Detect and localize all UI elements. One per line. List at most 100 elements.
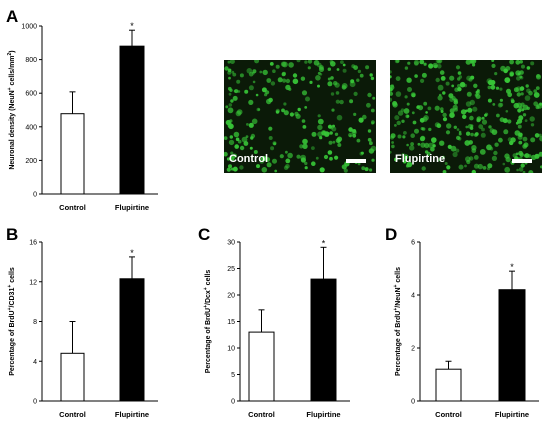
nucleus: [466, 75, 472, 81]
nucleus: [516, 168, 519, 172]
nucleus: [332, 124, 335, 128]
nucleus: [369, 168, 373, 172]
nucleus: [491, 129, 498, 135]
nucleus: [424, 150, 429, 154]
nucleus: [370, 76, 375, 81]
charts-layer: 02004006008001000Control*FlupirtineNeuro…: [7, 21, 539, 419]
nucleus: [476, 116, 482, 122]
panel-letter-a: A: [6, 7, 18, 26]
nucleus: [445, 81, 450, 86]
nucleus: [390, 70, 392, 74]
panel-letter-b: B: [6, 225, 18, 244]
nucleus: [239, 165, 244, 170]
nucleus: [457, 77, 461, 81]
nucleus: [335, 91, 340, 95]
nucleus: [319, 167, 325, 173]
nucleus: [442, 91, 446, 95]
nucleus: [480, 132, 486, 138]
nucleus: [524, 119, 528, 122]
nucleus: [454, 107, 458, 112]
nucleus: [442, 112, 447, 118]
nucleus: [248, 122, 254, 128]
nucleus: [315, 156, 319, 160]
nucleus: [473, 83, 478, 88]
nucleus: [517, 108, 522, 113]
bar-flupirtine: [498, 289, 526, 402]
nucleus: [319, 73, 323, 76]
nucleus: [428, 127, 432, 132]
nucleus: [475, 94, 481, 99]
nucleus: [487, 163, 493, 169]
nucleus: [510, 98, 514, 102]
nucleus: [229, 60, 235, 64]
x-tick-label: Flupirtine: [115, 203, 149, 212]
nucleus: [327, 77, 331, 81]
nucleus: [261, 87, 267, 93]
nucleus: [228, 139, 235, 146]
nucleus: [248, 85, 254, 91]
nucleus: [507, 92, 513, 98]
nucleus: [235, 110, 242, 117]
nucleus: [372, 96, 376, 100]
bar-control: [435, 368, 462, 402]
nucleus: [337, 143, 342, 147]
nucleus: [499, 98, 503, 102]
nucleus: [229, 135, 233, 139]
nucleus: [367, 137, 372, 142]
nucleus: [417, 105, 424, 111]
nucleus: [446, 123, 452, 129]
nucleus: [540, 165, 542, 169]
nucleus: [304, 161, 308, 166]
y-tick-label: 8: [33, 319, 37, 326]
nucleus: [447, 144, 452, 149]
x-tick-label: Control: [59, 410, 86, 419]
y-tick-label: 0: [33, 399, 37, 406]
y-tick-label: 30: [227, 240, 235, 247]
nucleus: [228, 103, 233, 107]
nucleus: [301, 90, 308, 96]
nucleus: [342, 68, 347, 73]
nucleus: [533, 92, 540, 98]
nucleus: [495, 86, 500, 90]
y-tick-label: 600: [25, 91, 37, 98]
x-tick-label: Control: [248, 410, 275, 419]
nucleus: [475, 90, 480, 95]
nucleus: [464, 164, 467, 168]
nucleus: [522, 144, 528, 149]
nucleus: [513, 102, 520, 109]
nucleus: [478, 124, 484, 129]
nucleus: [504, 77, 511, 83]
nucleus: [390, 75, 392, 79]
nucleus: [341, 164, 347, 170]
nucleus: [535, 86, 540, 90]
nucleus: [463, 83, 468, 88]
nucleus: [251, 118, 258, 125]
nucleus: [431, 137, 437, 143]
y-tick-label: 800: [25, 57, 37, 64]
nucleus: [462, 114, 467, 119]
nucleus: [277, 77, 283, 83]
nucleus: [403, 131, 407, 135]
nucleus: [518, 167, 524, 172]
nucleus: [301, 119, 306, 123]
nucleus: [270, 146, 275, 151]
nucleus: [232, 166, 238, 172]
nucleus: [460, 82, 465, 86]
y-tick-label: 1000: [21, 24, 37, 31]
nucleus: [518, 140, 523, 145]
nucleus: [427, 106, 432, 111]
panel-letter-d: D: [385, 225, 397, 244]
nucleus: [224, 66, 229, 71]
nucleus: [330, 76, 334, 80]
nucleus: [250, 155, 254, 159]
nucleus: [530, 123, 535, 127]
y-tick-label: 5: [231, 372, 235, 379]
nucleus: [437, 158, 441, 162]
panel-letter-c: C: [198, 225, 210, 244]
nucleus: [406, 143, 409, 147]
nucleus: [311, 161, 316, 166]
nucleus: [503, 129, 509, 135]
nucleus: [434, 122, 440, 128]
nucleus: [534, 133, 540, 138]
nucleus: [409, 145, 415, 151]
